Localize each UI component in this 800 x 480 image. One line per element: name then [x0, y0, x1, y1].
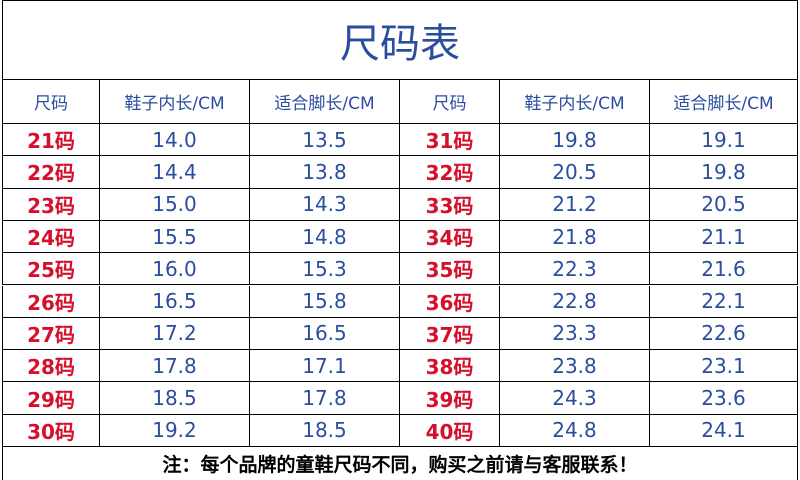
value-cell: 16.0 [100, 253, 250, 286]
value-cell: 20.5 [650, 188, 798, 221]
size-cell: 29码 [2, 382, 100, 415]
value-cell: 21.2 [500, 188, 650, 221]
value-cell: 21.8 [500, 220, 650, 254]
size-cell: 31码 [400, 124, 500, 157]
value-cell: 19.1 [650, 124, 798, 157]
size-cell: 39码 [400, 382, 500, 415]
value-cell: 14.8 [250, 220, 400, 254]
value-cell: 17.8 [250, 382, 400, 415]
value-cell: 17.2 [100, 317, 250, 351]
value-cell: 19.8 [500, 124, 650, 157]
size-cell: 32码 [400, 156, 500, 189]
size-cell: 25码 [2, 253, 100, 286]
size-cell: 33码 [400, 188, 500, 221]
value-cell: 18.5 [100, 382, 250, 415]
value-cell: 16.5 [100, 285, 250, 318]
value-cell: 24.3 [500, 382, 650, 415]
value-cell: 18.5 [250, 414, 400, 447]
header-cell: 鞋子内长/CM [100, 80, 250, 124]
value-cell: 19.2 [100, 414, 250, 447]
header-cell: 鞋子内长/CM [500, 80, 650, 124]
value-cell: 17.1 [250, 350, 400, 383]
value-cell: 22.8 [500, 285, 650, 318]
size-cell: 30码 [2, 414, 100, 447]
size-cell: 23码 [2, 188, 100, 221]
value-cell: 15.8 [250, 285, 400, 318]
value-cell: 23.1 [650, 350, 798, 383]
size-cell: 26码 [2, 285, 100, 318]
size-cell: 40码 [400, 414, 500, 447]
size-cell: 38码 [400, 350, 500, 383]
size-cell: 35码 [400, 253, 500, 286]
header-cell: 尺码 [400, 80, 500, 124]
header-cell: 适合脚长/CM [250, 80, 400, 124]
size-cell: 24码 [2, 220, 100, 254]
value-cell: 16.5 [250, 317, 400, 351]
size-cell: 22码 [2, 156, 100, 189]
size-cell: 21码 [2, 124, 100, 157]
value-cell: 24.1 [650, 414, 798, 447]
value-cell: 17.8 [100, 350, 250, 383]
value-cell: 22.3 [500, 253, 650, 286]
size-cell: 36码 [400, 285, 500, 318]
size-cell: 28码 [2, 350, 100, 383]
value-cell: 14.0 [100, 124, 250, 157]
value-cell: 20.5 [500, 156, 650, 189]
value-cell: 21.6 [650, 253, 798, 286]
header-cell: 适合脚长/CM [650, 80, 798, 124]
value-cell: 23.8 [500, 350, 650, 383]
value-cell: 21.1 [650, 220, 798, 254]
value-cell: 19.8 [650, 156, 798, 189]
value-cell: 24.8 [500, 414, 650, 447]
value-cell: 15.3 [250, 253, 400, 286]
value-cell: 13.5 [250, 124, 400, 157]
value-cell: 14.3 [250, 188, 400, 221]
value-cell: 23.6 [650, 382, 798, 415]
value-cell: 15.0 [100, 188, 250, 221]
size-cell: 34码 [400, 220, 500, 254]
value-cell: 15.5 [100, 220, 250, 254]
size-cell: 37码 [400, 317, 500, 351]
footer-note: 注：每个品牌的童鞋尺码不同，购买之前请与客服联系！ [2, 447, 798, 480]
value-cell: 13.8 [250, 156, 400, 189]
size-cell: 27码 [2, 317, 100, 351]
table-title: 尺码表 [2, 0, 798, 80]
value-cell: 23.3 [500, 317, 650, 351]
header-cell: 尺码 [2, 80, 100, 124]
value-cell: 22.6 [650, 317, 798, 351]
value-cell: 22.1 [650, 285, 798, 318]
value-cell: 14.4 [100, 156, 250, 189]
